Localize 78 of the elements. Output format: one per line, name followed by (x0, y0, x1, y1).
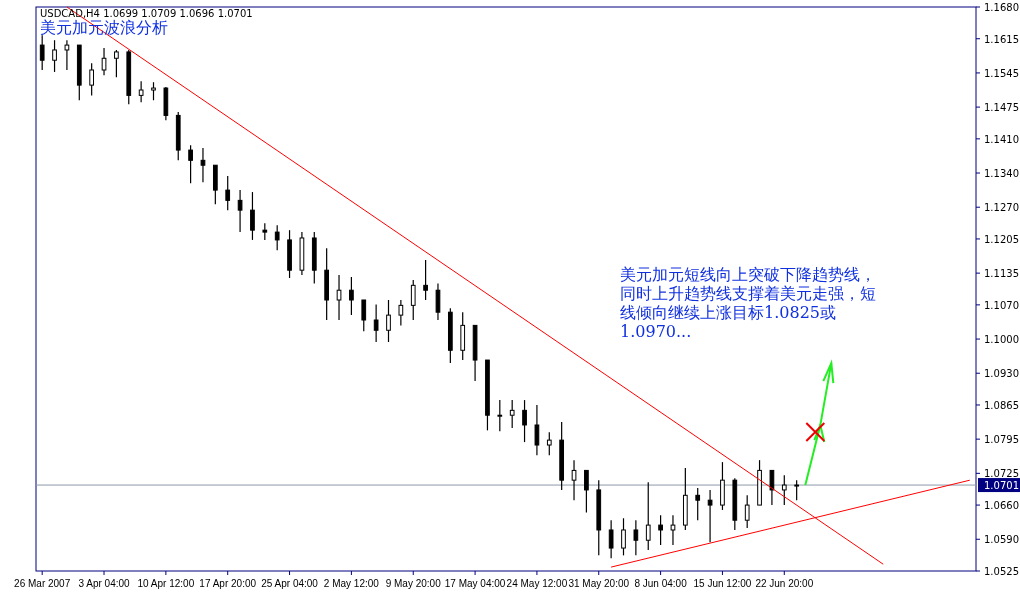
annotation: 1.0970... (620, 322, 692, 341)
candlestick (423, 259, 428, 301)
candlestick (571, 459, 577, 501)
candlestick (410, 279, 416, 321)
y-tick-label: 1.1205 (984, 233, 1019, 245)
annotation: 同时上升趋势线支撑着美元走强，短 (620, 284, 876, 303)
candlestick (707, 489, 713, 543)
x-tick-label: 31 May 20:00 (568, 578, 630, 589)
candlestick (39, 34, 45, 71)
annotation: 线倾向继续上涨目标1.0825或 (620, 303, 836, 322)
x-tick-label: 9 May 20:00 (385, 578, 442, 589)
y-tick-label: 1.1410 (984, 133, 1019, 145)
candlestick (101, 47, 107, 76)
x-tick-label: 26 Mar 2007 (14, 578, 71, 589)
y-tick-label: 1.0795 (984, 434, 1019, 446)
y-tick-label: 1.0865 (984, 399, 1019, 411)
y-tick-label: 1.1680 (984, 2, 1019, 13)
x-tick-label: 10 Apr 12:00 (137, 578, 195, 589)
candlestick (546, 431, 552, 456)
candlestick (250, 191, 255, 241)
x-tick-label: 8 Jun 04:00 (634, 578, 688, 589)
candlestick (584, 469, 589, 513)
candlestick (534, 404, 540, 456)
candlestick (361, 299, 367, 332)
candlestick (670, 514, 676, 546)
candlestick (781, 474, 787, 506)
y-tick-label: 1.1135 (984, 268, 1019, 280)
x-tick-label: 15 Jun 12:00 (693, 578, 752, 589)
x-tick-label: 22 Jun 20:00 (755, 578, 814, 589)
y-tick-label: 1.0725 (984, 468, 1019, 480)
candlestick (349, 276, 354, 316)
y-tick-label: 1.1475 (984, 102, 1019, 114)
candlestick (621, 517, 626, 556)
candlestick (225, 175, 231, 211)
candlestick (89, 62, 95, 96)
y-tick-label: 1.1070 (984, 299, 1019, 311)
candlestick (608, 519, 614, 559)
y-tick-label: 1.0660 (984, 500, 1019, 512)
x-tick-label: 25 Apr 04:00 (261, 578, 319, 589)
candlestick (435, 282, 441, 321)
candlestick (274, 224, 280, 251)
x-tick-label: 17 Apr 20:00 (199, 578, 257, 589)
candlestick (645, 481, 651, 551)
candlestick (336, 274, 342, 321)
annotation: 美元加元短线向上突破下降趋势线， (620, 265, 876, 284)
y-tick-label: 1.1000 (984, 334, 1019, 346)
x-tick-label: 2 May 12:00 (323, 578, 380, 589)
x-tick-label: 24 May 12:00 (506, 578, 568, 589)
candlestick (695, 487, 701, 521)
y-tick-label: 1.1545 (984, 67, 1019, 79)
x-tick-label: 17 May 04:00 (444, 578, 506, 589)
y-tick-label: 1.1270 (984, 202, 1019, 214)
candlestick (386, 299, 391, 343)
candlestick (522, 399, 527, 443)
ref-line-label: 1.0701 (984, 480, 1019, 492)
candlestick (64, 39, 70, 71)
y-tick-label: 1.0590 (984, 534, 1019, 546)
y-tick-label: 1.1615 (984, 33, 1019, 45)
candlestick (52, 39, 57, 73)
candlestick (237, 189, 243, 233)
candlestick (200, 147, 206, 183)
candlestick (151, 81, 156, 101)
x-tick-label: 3 Apr 04:00 (78, 578, 131, 589)
candlestick (658, 514, 663, 546)
candlestick (114, 49, 119, 78)
y-tick-label: 1.1340 (984, 168, 1019, 180)
candlestick (509, 399, 515, 429)
candlestick (769, 469, 775, 506)
candlestick (497, 399, 503, 432)
candlestick (188, 144, 193, 184)
y-tick-label: 1.0930 (984, 368, 1019, 380)
candlestick (794, 479, 800, 501)
y-tick-label: 1.0525 (984, 566, 1019, 577)
candlestick (373, 303, 379, 343)
candlestick (744, 494, 750, 529)
candlestick (633, 519, 639, 556)
candlestick (138, 80, 144, 103)
candlestick (398, 299, 404, 326)
